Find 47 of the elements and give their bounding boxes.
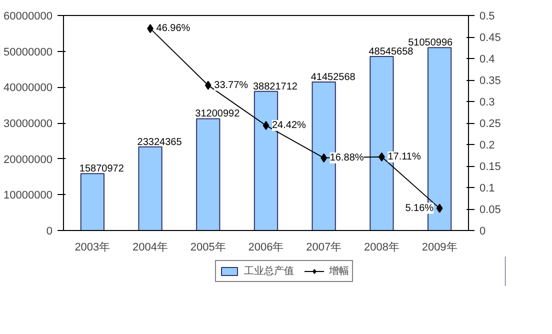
y2-tick-label: 0.5 — [480, 10, 495, 22]
point — [204, 80, 212, 90]
data-label: 31200992 — [195, 108, 240, 120]
y-tick-label: 50000000 — [4, 46, 53, 58]
data-label: 24.42% — [272, 120, 306, 131]
data-label: 5.16% — [405, 202, 434, 214]
x-tick-label: 2008年 — [364, 242, 400, 254]
y2-tick-label: 0.1 — [480, 182, 495, 194]
y-tick-label: 20000000 — [4, 154, 53, 166]
x-tick-label: 2006年 — [248, 242, 284, 254]
data-label: 23324365 — [137, 136, 182, 148]
data-label: 51050996 — [408, 38, 454, 49]
y2-tick-label: 0.45 — [480, 32, 501, 44]
data-label: 41452568 — [310, 72, 356, 83]
y-tick-label: 60000000 — [4, 10, 53, 22]
legend-label: 工业总产值 — [244, 264, 294, 278]
data-label: 16.88% — [330, 152, 364, 164]
x-tick-label: 2004年 — [132, 242, 168, 254]
y2-tick-label: 0 — [480, 226, 486, 238]
y2-tick-label: 0.25 — [480, 118, 501, 130]
x-tick-label: 2009年 — [422, 242, 458, 254]
y-tick-label: 40000000 — [4, 82, 53, 94]
data-label: 33.77% — [214, 80, 248, 91]
data-label: 38821712 — [253, 81, 298, 92]
bar — [138, 146, 162, 230]
y2-tick-label: 0.15 — [480, 161, 501, 173]
x-tick-label: 2003年 — [74, 242, 110, 254]
bar — [196, 118, 220, 230]
point — [262, 120, 270, 130]
y2-tick-label: 0.3 — [480, 96, 495, 108]
bar — [80, 173, 104, 230]
y-tick-label: 30000000 — [4, 118, 53, 130]
x-tick-label: 2007年 — [306, 242, 342, 254]
data-label: 48545658 — [368, 46, 414, 58]
y2-tick-label: 0.4 — [480, 54, 495, 66]
legend-label: 增幅 — [329, 265, 349, 278]
x-tick-label: 2005年 — [190, 242, 226, 254]
point — [320, 153, 328, 162]
point — [436, 204, 443, 213]
y2-tick-label: 0.35 — [480, 75, 501, 87]
data-label: 17.11% — [388, 151, 421, 162]
y-tick-label: 10000000 — [4, 190, 53, 202]
data-label: 46.96% — [156, 23, 190, 34]
data-label: 15870972 — [79, 164, 124, 175]
y2-tick-label: 0.2 — [480, 140, 495, 152]
y-tick-label: 0 — [46, 226, 53, 238]
y2-tick-label: 0.05 — [480, 204, 501, 216]
